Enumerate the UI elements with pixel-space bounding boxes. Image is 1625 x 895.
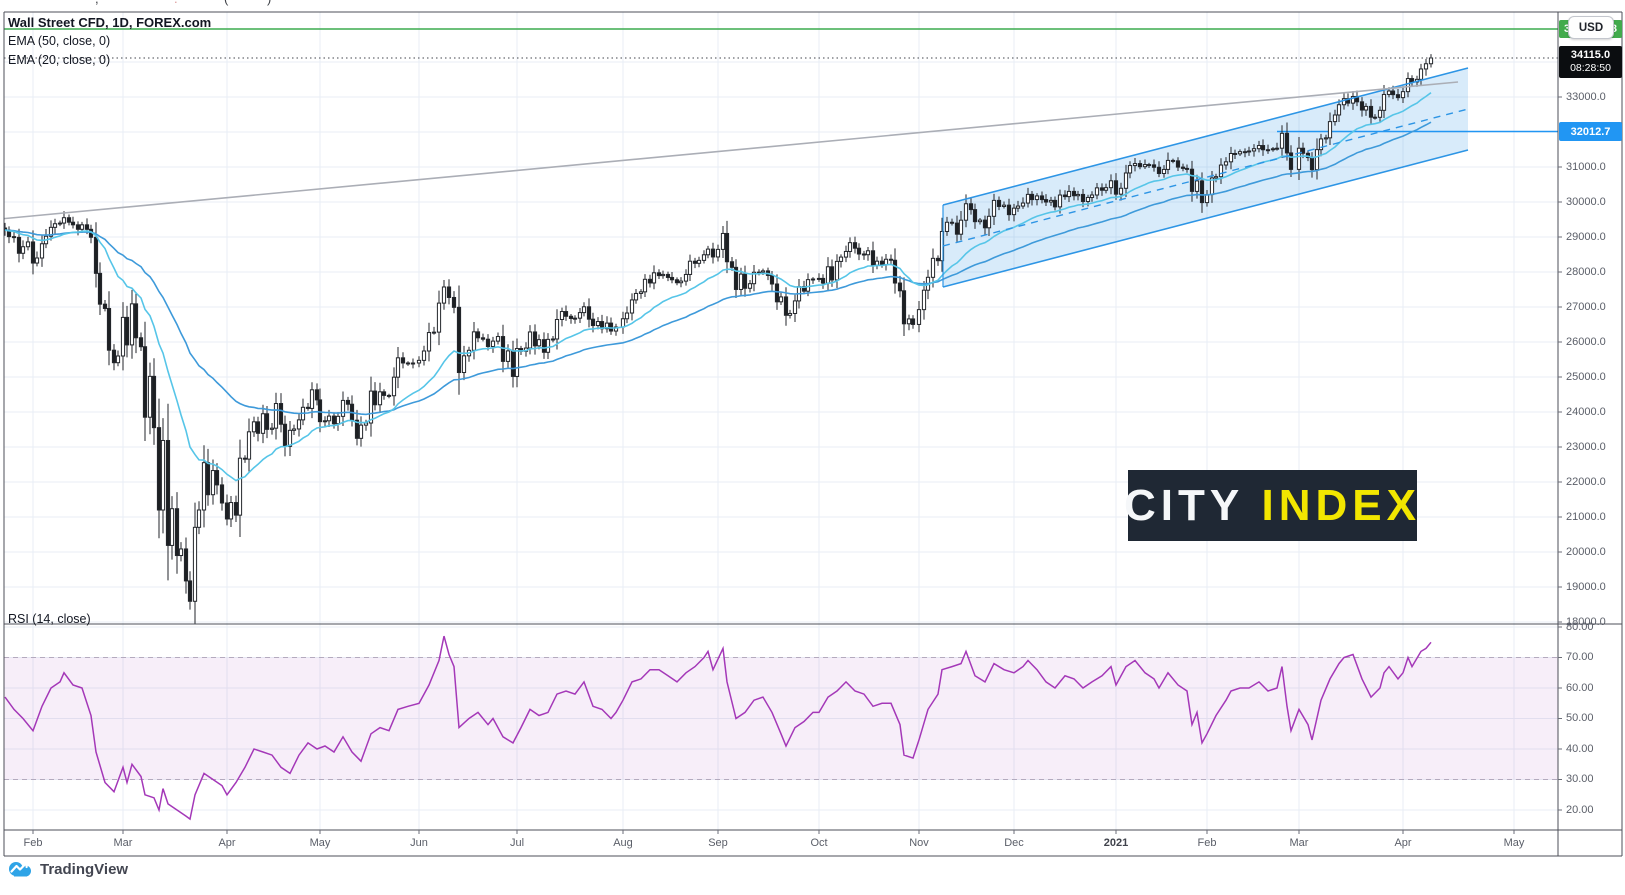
price-axis-tick: 22000.0 bbox=[1566, 475, 1606, 488]
price-axis-tick: 27000.0 bbox=[1566, 300, 1606, 313]
clipped-glyph: ( bbox=[224, 0, 228, 6]
city-index-watermark: CITY INDEX bbox=[1124, 470, 1417, 541]
rsi-axis-tick: 60.00 bbox=[1566, 681, 1594, 694]
time-axis-tick: 2021 bbox=[1103, 837, 1129, 849]
clipped-glyph: . bbox=[174, 0, 178, 6]
rsi-axis-tick: 50.00 bbox=[1566, 712, 1594, 724]
tradingview-wordmark: TradingView bbox=[40, 860, 129, 878]
rsi-axis-tick: 80.00 bbox=[1566, 620, 1594, 633]
legend-rsi[interactable]: RSI (14, close) bbox=[8, 612, 91, 626]
price-axis-tick: 19000.0 bbox=[1566, 580, 1606, 593]
watermark-city: CITY bbox=[1124, 480, 1245, 530]
tradingview-logo[interactable]: TradingView bbox=[8, 860, 128, 878]
rsi-axis-tick: 40.00 bbox=[1566, 742, 1594, 755]
blue-level-label: 32012.7 bbox=[1559, 122, 1622, 141]
watermark-space bbox=[1244, 481, 1261, 531]
time-axis-tick: May bbox=[1503, 837, 1525, 849]
time-axis-tick: Oct bbox=[810, 837, 828, 849]
legend-ema50[interactable]: EMA (50, close, 0) bbox=[8, 34, 111, 48]
rsi-axis-tick: 20.00 bbox=[1566, 803, 1594, 816]
bar-countdown: 08:28:50 bbox=[1570, 62, 1611, 74]
price-axis-tick: 25000.0 bbox=[1566, 370, 1606, 383]
clipped-glyph: ) bbox=[267, 0, 271, 6]
time-axis-tick: Feb bbox=[1197, 837, 1217, 849]
price-axis-tick: 26000.0 bbox=[1566, 335, 1606, 348]
time-axis-tick: Mar bbox=[113, 837, 133, 849]
clipped-glyph: , bbox=[95, 0, 99, 6]
symbol-title[interactable]: Wall Street CFD, 1D, FOREX.com bbox=[8, 15, 212, 30]
usd-currency-button[interactable]: USD bbox=[1568, 16, 1614, 39]
price-axis[interactable]: 33000.0 31000.0 30000.0 29000.0 28000.0 27000… bbox=[1558, 12, 1622, 830]
legend-ema20[interactable]: EMA (20, close, 0) bbox=[8, 53, 111, 67]
time-axis-tick: Sep bbox=[708, 837, 728, 849]
legend: Wall Street CFD, 1D, FOREX.com EMA (50, … bbox=[8, 14, 211, 70]
price-axis-tick: 24000.0 bbox=[1566, 405, 1606, 418]
rsi-axis-tick: 70.00 bbox=[1566, 651, 1594, 663]
tradingview-icon bbox=[9, 861, 31, 877]
time-axis-tick: Jun bbox=[410, 837, 428, 849]
time-axis-tick: May bbox=[309, 837, 331, 849]
last-price-label: 34115.0 08:28:50 bbox=[1559, 46, 1622, 78]
price-axis-tick: 33000.0 bbox=[1566, 90, 1606, 103]
time-axis-tick: Feb bbox=[23, 837, 43, 849]
price-axis-tick: 21000.0 bbox=[1566, 510, 1606, 523]
price-axis-tick: 23000.0 bbox=[1566, 440, 1606, 453]
watermark-index: INDEX bbox=[1261, 480, 1421, 530]
price-axis-tick: 18000.0 bbox=[1566, 615, 1606, 628]
time-axis-tick: Aug bbox=[613, 837, 633, 849]
price-axis-tick: 31000.0 bbox=[1566, 160, 1606, 173]
price-axis-tick: 28000.0 bbox=[1566, 265, 1606, 278]
cropped-header-remnant: ,. () bbox=[0, 0, 400, 7]
time-axis[interactable]: Feb Mar Apr May Jun Jul Aug Sep Oct Nov Dec 2021 Feb… bbox=[4, 830, 1558, 856]
time-axis-tick: Nov bbox=[909, 837, 929, 849]
time-axis-tick: Mar bbox=[1289, 837, 1309, 849]
rsi-axis-tick: 30.00 bbox=[1566, 773, 1594, 785]
price-axis-tick: 20000.0 bbox=[1566, 545, 1606, 558]
time-axis-tick: Apr bbox=[1394, 837, 1412, 849]
last-price-value: 34115.0 bbox=[1570, 49, 1611, 61]
time-axis-tick: Jul bbox=[509, 837, 525, 849]
price-axis-tick: 29000.0 bbox=[1566, 230, 1606, 243]
time-axis-tick: Dec bbox=[1004, 837, 1024, 849]
price-axis-tick: 30000.0 bbox=[1566, 195, 1606, 208]
time-axis-tick: Apr bbox=[218, 837, 236, 849]
